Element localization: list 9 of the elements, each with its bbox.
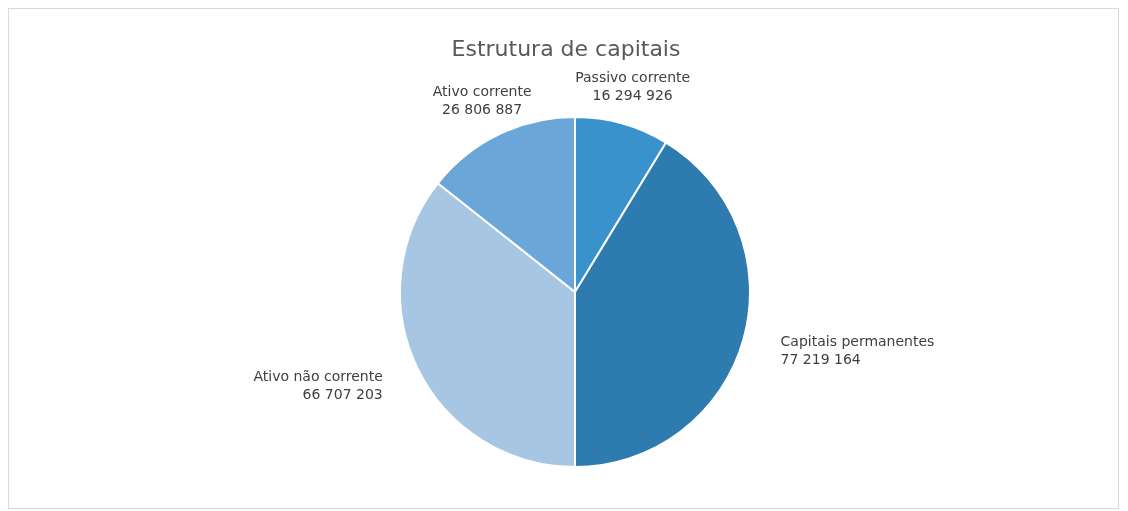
chart-title: Estrutura de capitais [451,36,681,61]
data-label: 26 806 887 [441,100,523,117]
slice-label: Passivo corrente [575,69,691,86]
slice-label: Ativo corrente [432,82,532,99]
data-label: 77 219 164 [780,350,861,367]
data-label: 66 707 203 [302,385,383,402]
slice-label: Capitais permanentes [780,332,935,349]
data-label: 16 294 926 [592,87,673,104]
slice-label: Ativo não corrente [253,367,383,384]
